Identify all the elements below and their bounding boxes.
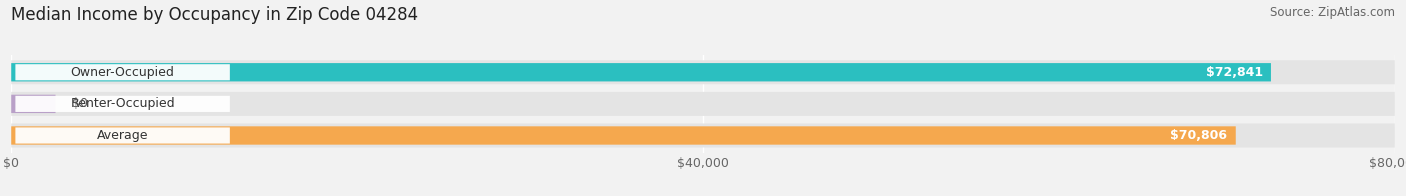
Text: $70,806: $70,806 [1170, 129, 1227, 142]
Text: Average: Average [97, 129, 149, 142]
Text: Median Income by Occupancy in Zip Code 04284: Median Income by Occupancy in Zip Code 0… [11, 6, 419, 24]
FancyBboxPatch shape [11, 92, 1395, 116]
Text: Source: ZipAtlas.com: Source: ZipAtlas.com [1270, 6, 1395, 19]
FancyBboxPatch shape [11, 63, 1271, 81]
FancyBboxPatch shape [11, 126, 1236, 145]
FancyBboxPatch shape [15, 96, 229, 112]
FancyBboxPatch shape [15, 127, 229, 143]
Text: $72,841: $72,841 [1205, 66, 1263, 79]
FancyBboxPatch shape [11, 95, 55, 113]
FancyBboxPatch shape [15, 64, 229, 80]
FancyBboxPatch shape [11, 60, 1395, 84]
Text: Renter-Occupied: Renter-Occupied [70, 97, 174, 110]
Text: $0: $0 [72, 97, 89, 110]
FancyBboxPatch shape [11, 123, 1395, 148]
Text: Owner-Occupied: Owner-Occupied [70, 66, 174, 79]
